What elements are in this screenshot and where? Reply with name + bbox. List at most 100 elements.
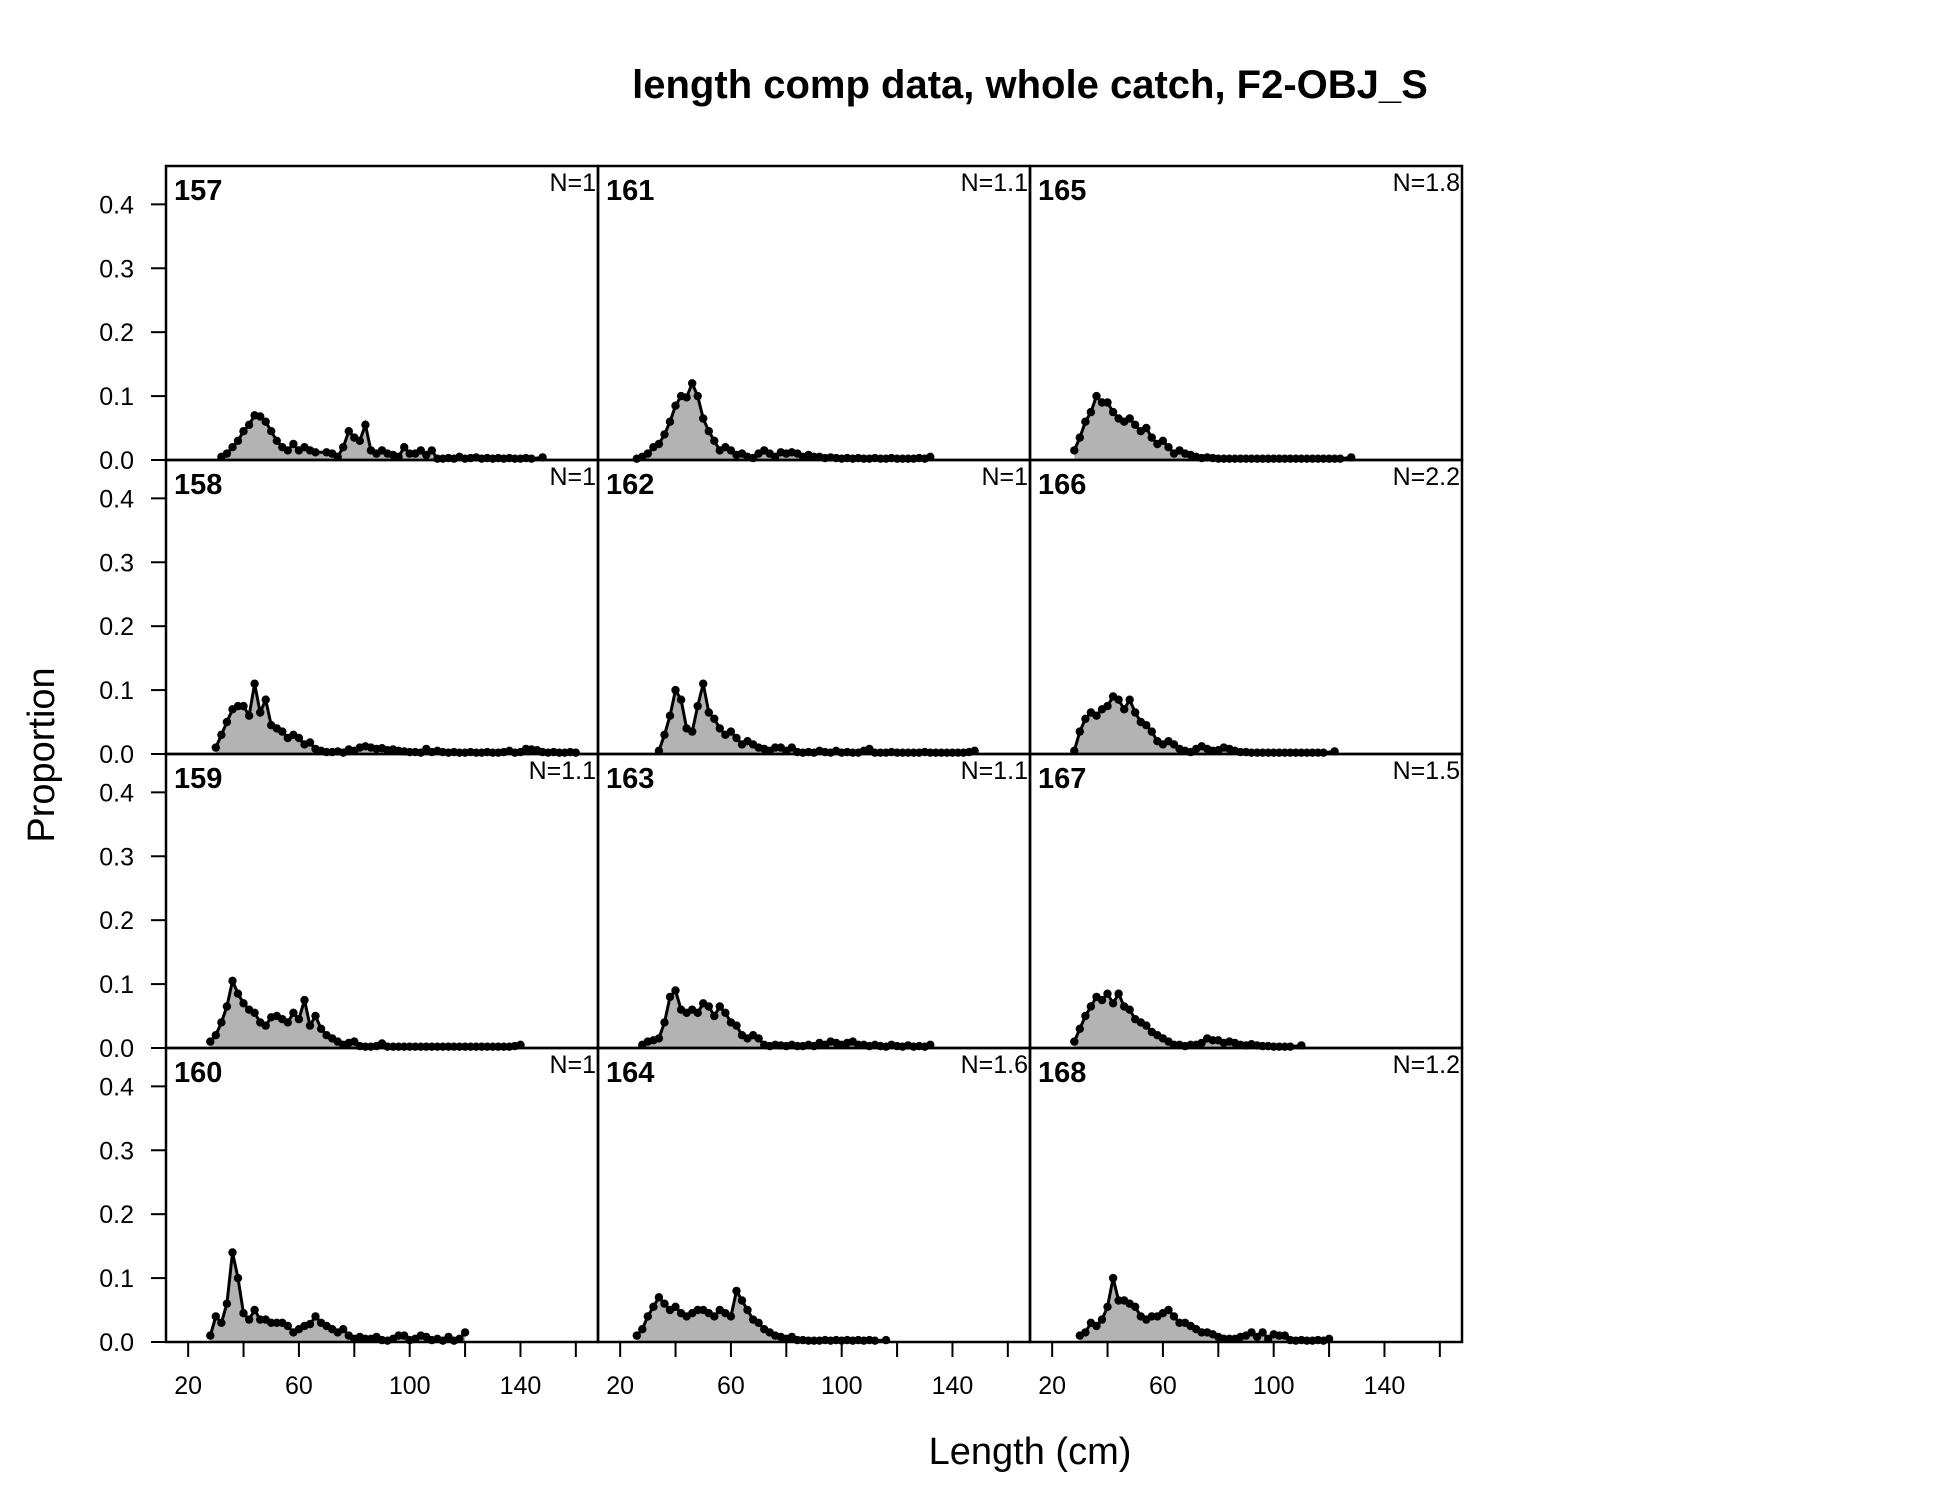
data-point-165-11 [1131, 420, 1140, 429]
data-point-159-18 [305, 1021, 315, 1030]
panel-n-161: N=1.1 [961, 169, 1028, 197]
data-point-162-4 [676, 695, 686, 704]
series-area-163 [642, 990, 931, 1048]
data-point-163-3 [654, 1034, 664, 1043]
data-point-167-8 [1114, 989, 1123, 998]
data-point-158-1 [217, 730, 226, 739]
panel-frame-168 [1028, 1046, 1464, 1344]
data-point-168-17 [1169, 1312, 1179, 1321]
data-point-167-5 [1097, 995, 1107, 1005]
x-tick-label: 140 [1364, 1372, 1406, 1400]
data-point-165-16 [1158, 436, 1168, 445]
data-point-163-15 [721, 1008, 730, 1017]
data-point-166-10 [1125, 695, 1134, 704]
data-point-159-2 [217, 1018, 226, 1027]
x-tick-label: 140 [932, 1372, 974, 1400]
data-point-168-33 [1258, 1328, 1267, 1337]
panel-label-160: 160 [174, 1057, 222, 1089]
data-point-167-39 [1286, 1042, 1295, 1051]
series-area-162 [658, 683, 975, 754]
x-tick-label: 60 [717, 1372, 745, 1400]
data-point-159-20 [316, 1024, 326, 1034]
data-point-160-19 [311, 1312, 320, 1321]
panel-label-159: 159 [174, 763, 222, 795]
data-point-165-7 [1108, 407, 1118, 417]
panel-167: 167 N=1.5 [1028, 752, 1464, 1051]
data-point-162-8 [699, 679, 708, 688]
panel-158: 158 N=1 0.0 0.1 0.2 0.3 0.4 [99, 458, 600, 769]
y-tick-label: 0.3 [99, 1137, 134, 1165]
data-point-157-10 [272, 436, 281, 445]
data-point-166-9 [1120, 705, 1129, 714]
panel-165: 165 N=1.8 [1028, 164, 1464, 463]
data-point-166-13 [1142, 721, 1151, 730]
panel-n-160: N=1 [549, 1051, 596, 1079]
data-point-168-5 [1103, 1302, 1112, 1312]
data-point-165-6 [1103, 398, 1112, 407]
data-point-163-5 [665, 992, 675, 1002]
panel-n-167: N=1.5 [1393, 757, 1460, 785]
data-point-163-10 [693, 1008, 702, 1017]
data-point-157-5 [244, 420, 254, 429]
data-point-165-4 [1092, 391, 1101, 401]
data-point-162-14 [732, 733, 741, 743]
data-point-167-13 [1142, 1021, 1151, 1030]
data-point-166-6 [1103, 701, 1112, 711]
y-tick-label: 0.1 [99, 1265, 134, 1293]
x-tick-label: 20 [174, 1372, 202, 1400]
panel-n-162: N=1 [981, 463, 1028, 491]
data-point-168-4 [1097, 1315, 1107, 1324]
data-point-157-13 [289, 439, 298, 449]
y-tick-label: 0.1 [99, 677, 134, 705]
y-tick-label: 0.3 [99, 549, 134, 577]
data-point-159-14 [283, 1018, 292, 1027]
data-point-159-15 [289, 1008, 298, 1017]
panel-161: 161 N=1.1 [596, 164, 1032, 463]
data-point-165-10 [1125, 414, 1134, 423]
panel-label-161: 161 [606, 175, 654, 207]
data-point-160-3 [222, 1299, 232, 1308]
data-point-162-6 [688, 727, 697, 736]
panel-n-163: N=1.1 [961, 757, 1028, 785]
data-point-164-20 [743, 1305, 752, 1315]
y-tick-label: 0.4 [99, 779, 134, 807]
panel-label-157: 157 [174, 175, 222, 207]
data-point-166-14 [1147, 727, 1157, 736]
y-tick-label: 0.3 [99, 843, 134, 871]
x-tick-label: 100 [1253, 1372, 1295, 1400]
data-point-158-5 [239, 701, 248, 711]
data-point-164-0 [632, 1331, 641, 1340]
panel-label-165: 165 [1038, 175, 1086, 207]
data-point-162-10 [710, 714, 719, 723]
data-point-161-12 [699, 414, 708, 423]
data-point-166-45 [1319, 748, 1328, 757]
data-point-165-2 [1081, 417, 1090, 426]
data-point-167-10 [1125, 1005, 1134, 1014]
data-point-166-4 [1092, 711, 1101, 720]
data-point-158-17 [305, 738, 315, 747]
data-point-166-8 [1114, 695, 1123, 704]
data-point-160-6 [239, 1309, 248, 1318]
data-point-157-17 [311, 448, 320, 457]
data-point-162-2 [665, 711, 675, 720]
data-point-168-10 [1131, 1302, 1140, 1312]
panel-163: 163 N=1.1 [596, 752, 1032, 1051]
y-tick-label: 0.2 [99, 319, 134, 347]
data-point-157-2 [228, 443, 237, 452]
data-point-168-1 [1081, 1328, 1090, 1337]
data-point-162-11 [715, 724, 724, 733]
data-point-158-8 [256, 708, 265, 717]
panel-grid: 157 N=1 0.0 0.1 0.2 0.3 0.4 158 N=1 0.0 0.1 0.2 0.3 0… [99, 164, 1464, 1400]
panel-frame-157 [164, 164, 600, 462]
data-point-164-2 [643, 1312, 652, 1321]
data-point-160-4 [228, 1248, 237, 1257]
y-tick-label: 0.2 [99, 613, 134, 641]
data-point-161-5 [660, 430, 669, 439]
data-point-160-46 [460, 1328, 470, 1337]
series-area-164 [636, 1290, 886, 1342]
data-point-164-43 [870, 1336, 880, 1345]
data-point-164-14 [710, 1312, 719, 1321]
data-point-168-3 [1092, 1321, 1101, 1331]
data-point-164-18 [732, 1286, 741, 1296]
